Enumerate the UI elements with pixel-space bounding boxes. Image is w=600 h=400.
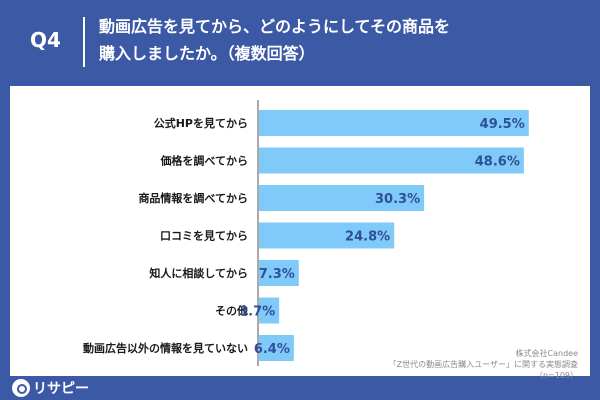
question-number: Q4 bbox=[30, 28, 61, 52]
value-label: 3.7% bbox=[239, 305, 275, 320]
category-label: 口コミを見てから bbox=[160, 230, 248, 243]
value-label: 49.5% bbox=[480, 117, 525, 132]
question-title-line-1: 動画広告を見てから、どのようにしてその商品を bbox=[99, 17, 451, 36]
category-label: 商品情報を調べてから bbox=[138, 191, 248, 205]
logo: リサピー bbox=[12, 377, 89, 399]
location-pin-icon bbox=[12, 379, 30, 397]
category-label: 公式HPを見てから bbox=[154, 116, 248, 130]
source-note: 株式会社Candee 「Z世代の動画広告購入ユーザー」に関する実態調査 （n=1… bbox=[389, 348, 578, 381]
footer: リサピー bbox=[10, 376, 590, 400]
value-label: 6.4% bbox=[254, 342, 290, 357]
source-sample-size: （n=109） bbox=[534, 371, 578, 380]
category-label: その他 bbox=[215, 304, 248, 318]
value-label: 7.3% bbox=[259, 267, 295, 282]
bar bbox=[259, 260, 299, 286]
bar bbox=[259, 335, 294, 361]
value-label: 48.6% bbox=[475, 155, 520, 170]
value-label: 30.3% bbox=[375, 192, 420, 207]
category-label: 知人に相談してから bbox=[148, 266, 248, 280]
logo-text: リサピー bbox=[33, 381, 89, 397]
bar bbox=[259, 297, 280, 324]
header-divider bbox=[83, 17, 85, 67]
source-survey: 「Z世代の動画広告購入ユーザー」に関する実態調査 bbox=[388, 360, 578, 369]
category-label: 価格を調べてから bbox=[159, 154, 248, 168]
bar bbox=[259, 185, 425, 211]
category-label: 動画広告以外の情報を見ていない bbox=[83, 341, 248, 355]
question-title-line-2: 購入しましたか。（複数回答） bbox=[99, 44, 315, 63]
bar bbox=[259, 110, 529, 136]
source-company: 株式会社Candee bbox=[515, 349, 578, 358]
question-title: 動画広告を見てから、どのようにしてその商品を 購入しましたか。（複数回答） bbox=[99, 13, 579, 67]
value-label: 24.8% bbox=[345, 230, 390, 245]
chart-panel: 公式HPを見てから 49.5% 価格を調べてから 48.6% 商品情報を調べてから 30.… bbox=[10, 86, 590, 380]
header: Q4 動画広告を見てから、どのようにしてその商品を 購入しましたか。（複数回答） bbox=[0, 0, 600, 86]
bar bbox=[259, 147, 524, 174]
bar-chart: 公式HPを見てから 49.5% 価格を調べてから 48.6% 商品情報を調べてから 30.… bbox=[83, 100, 529, 366]
bar bbox=[259, 222, 395, 249]
